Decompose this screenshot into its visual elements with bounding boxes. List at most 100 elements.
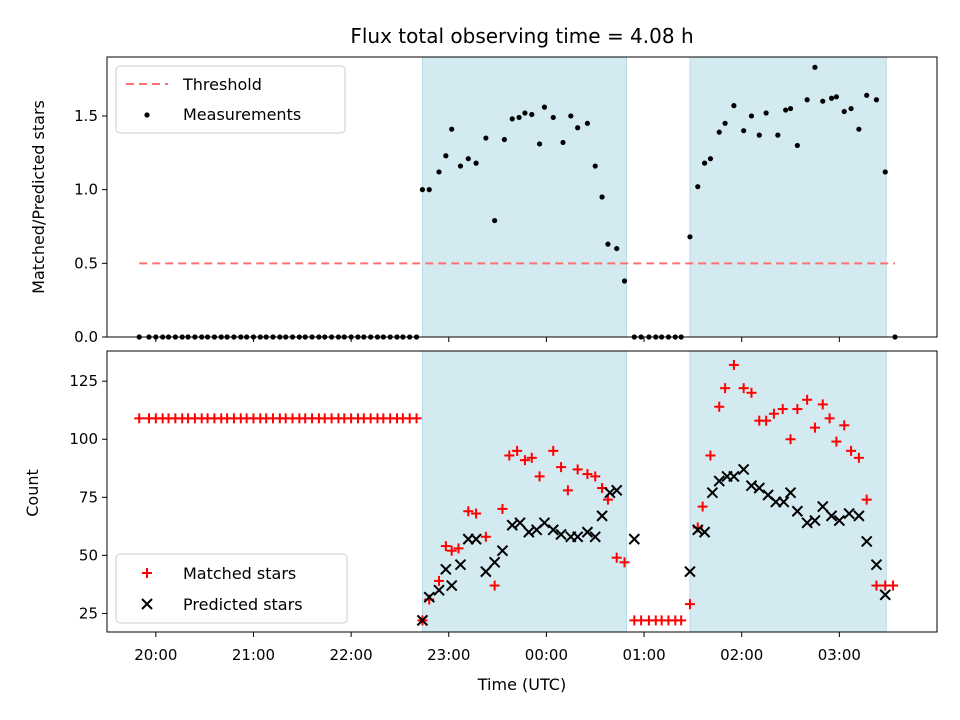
predicted-star-point bbox=[611, 484, 623, 497]
matched-star-point bbox=[434, 575, 444, 586]
predicted-star-point bbox=[879, 589, 891, 601]
matched-star-point bbox=[512, 445, 523, 456]
measurement-point bbox=[605, 241, 611, 247]
measurement-point bbox=[812, 64, 818, 70]
chart-title: Flux total observing time = 4.08 h bbox=[350, 24, 693, 48]
measurement-point bbox=[783, 107, 789, 113]
measurement-point bbox=[841, 108, 847, 115]
matched-star-point bbox=[888, 580, 899, 591]
predicted-star-point bbox=[777, 496, 790, 508]
measurement-point bbox=[775, 132, 781, 138]
predicted-star-point bbox=[698, 526, 711, 538]
predicted-star-point bbox=[706, 486, 719, 499]
bottom-panel-frame bbox=[106, 350, 938, 633]
legend-frame bbox=[115, 553, 348, 624]
top-panel-frame bbox=[106, 56, 938, 338]
matched-star-point bbox=[582, 469, 593, 480]
measurement-point bbox=[550, 114, 556, 121]
measurement-point bbox=[848, 105, 854, 112]
matched-star-point bbox=[705, 450, 716, 461]
matched-star-point bbox=[853, 452, 864, 463]
predicted-star-point bbox=[433, 584, 445, 596]
matched-star-point bbox=[817, 399, 828, 410]
predicted-star-point bbox=[604, 486, 616, 499]
measurement-point bbox=[560, 139, 566, 146]
legend-threshold-label: Threshold bbox=[182, 75, 262, 94]
predicted-star-point bbox=[801, 517, 813, 529]
bottom-y-tick-label: 50 bbox=[79, 546, 98, 564]
matched-star-point bbox=[676, 615, 687, 626]
measurement-point bbox=[541, 104, 548, 110]
matched-star-point bbox=[831, 436, 842, 447]
predicted-star-point bbox=[571, 531, 584, 543]
predicted-star-point bbox=[817, 500, 829, 513]
top-y-tick-label: 0.0 bbox=[74, 328, 98, 346]
matched-star-point bbox=[777, 404, 788, 415]
matched-star-point bbox=[440, 541, 451, 552]
measurement-point bbox=[748, 113, 755, 119]
matched-star-point bbox=[134, 413, 145, 424]
predicted-star-point bbox=[423, 591, 435, 603]
measurement-point bbox=[614, 245, 620, 252]
measurement-point bbox=[621, 278, 628, 284]
measurement-point bbox=[436, 169, 442, 175]
measurement-point bbox=[457, 163, 464, 169]
top-observing-window bbox=[421, 56, 627, 338]
measurement-point bbox=[716, 129, 722, 135]
measurement-point bbox=[516, 114, 522, 121]
measurement-point bbox=[592, 163, 598, 169]
predicted-star-point bbox=[753, 482, 765, 494]
matched-star-point bbox=[526, 452, 537, 463]
measurement-point bbox=[509, 116, 515, 122]
predicted-star-point bbox=[523, 526, 535, 538]
predicted-star-point bbox=[809, 514, 821, 527]
predicted-star-point bbox=[833, 514, 846, 527]
matched-star-point bbox=[714, 401, 725, 412]
measurement-point bbox=[426, 187, 432, 193]
measurement-point bbox=[741, 128, 747, 134]
measurement-point bbox=[763, 110, 769, 116]
predicted-star-point bbox=[581, 526, 594, 538]
bottom-observing-window bbox=[421, 350, 627, 633]
predicted-star-point bbox=[843, 507, 855, 520]
predicted-star-point bbox=[791, 505, 804, 517]
measurement-point bbox=[828, 95, 835, 101]
measurement-point bbox=[787, 105, 794, 112]
matched-star-point bbox=[768, 408, 779, 419]
matched-star-point bbox=[556, 462, 567, 473]
predicted-star-point bbox=[538, 517, 551, 529]
x-tick-label: 22:00 bbox=[330, 646, 373, 664]
predicted-star-point bbox=[506, 519, 518, 531]
measurement-point bbox=[449, 126, 455, 132]
matched-star-point bbox=[720, 383, 731, 394]
matched-star-point bbox=[497, 503, 508, 514]
matched-star-point bbox=[802, 394, 813, 405]
matched-star-point bbox=[489, 580, 500, 591]
measurement-point bbox=[473, 160, 479, 166]
top-panel-ylabel: Matched/Predicted stars bbox=[29, 100, 48, 294]
bottom-y-tick-label: 125 bbox=[69, 372, 98, 390]
predicted-star-point bbox=[454, 558, 467, 571]
measurement-point bbox=[794, 142, 800, 149]
measurement-point bbox=[702, 160, 708, 166]
matched-star-point bbox=[611, 552, 622, 563]
predicted-star-point bbox=[440, 563, 452, 576]
matched-star-point bbox=[824, 413, 835, 424]
predicted-star-point bbox=[416, 614, 429, 627]
legend-frame bbox=[115, 65, 346, 134]
measurement-point bbox=[833, 94, 840, 100]
matched-star-point bbox=[809, 422, 820, 433]
measurement-point bbox=[687, 234, 693, 240]
measurement-point bbox=[492, 217, 498, 224]
matched-star-point bbox=[411, 413, 422, 424]
matched-star-point bbox=[619, 557, 630, 568]
predicted-star-point bbox=[628, 533, 641, 545]
measurement-point bbox=[873, 97, 880, 103]
predicted-star-point bbox=[737, 463, 750, 476]
matched-star-point bbox=[504, 450, 515, 461]
top-y-tick-label: 1.0 bbox=[74, 181, 98, 199]
predicted-star-point bbox=[555, 528, 567, 541]
matched-star-point bbox=[785, 434, 796, 445]
matched-star-point bbox=[534, 471, 545, 482]
